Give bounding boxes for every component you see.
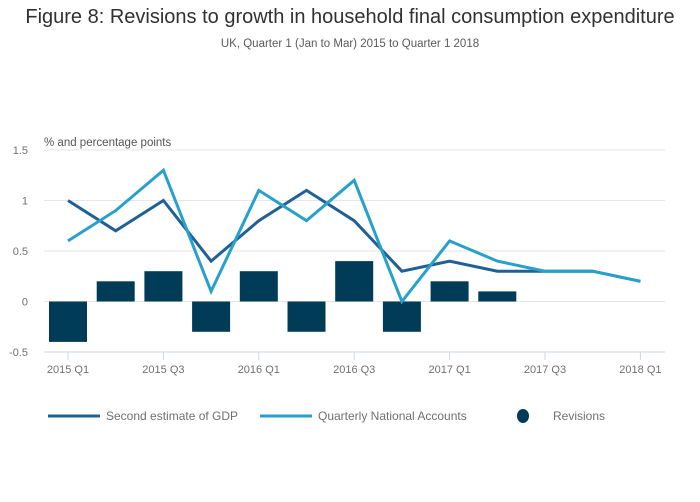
x-tick-label: 2017 Q1 xyxy=(428,364,470,376)
revision-bar xyxy=(192,301,231,332)
revision-bar xyxy=(239,271,278,302)
y-tick-label: 0.5 xyxy=(13,246,28,258)
revision-bar xyxy=(382,301,421,332)
revision-bar xyxy=(335,261,374,302)
revision-bar xyxy=(287,301,326,332)
series-line-quarterly-national-accounts xyxy=(67,167,641,305)
x-tick-label: 2017 Q3 xyxy=(524,364,566,376)
legend-dot-swatch xyxy=(517,409,529,423)
x-tick-label: 2015 Q3 xyxy=(142,364,184,376)
axes: 1.5 1 0.5 0 -0.5 2015 Q1 2015 Q3 2016 Q1 2016 Q3… xyxy=(9,145,665,376)
revision-bar xyxy=(430,281,469,302)
legend-item: Second estimate of GDP xyxy=(48,409,238,423)
y-tick-label: 1 xyxy=(22,196,28,208)
x-tick-label: 2016 Q1 xyxy=(238,364,280,376)
chart-title: Figure 8: Revisions to growth in househo… xyxy=(25,6,675,28)
y-tick-label: 1.5 xyxy=(13,145,28,157)
x-tick-label: 2016 Q3 xyxy=(333,364,375,376)
revision-bars xyxy=(49,261,517,342)
revision-bar xyxy=(144,271,183,302)
x-tick-label: 2018 Q1 xyxy=(619,364,661,376)
x-tick-label: 2015 Q1 xyxy=(47,364,89,376)
legend-item: Revisions xyxy=(517,409,605,423)
legend: Second estimate of GDP Quarterly National… xyxy=(48,409,605,423)
legend-label: Revisions xyxy=(553,409,605,423)
revision-bar xyxy=(49,301,87,342)
y-axis-label: % and percentage points xyxy=(44,137,171,149)
series-lines xyxy=(67,167,641,305)
revision-bar xyxy=(478,291,517,302)
legend-item: Quarterly National Accounts xyxy=(260,409,467,423)
revision-bar xyxy=(96,281,135,302)
legend-label: Second estimate of GDP xyxy=(106,409,238,423)
y-tick-label: -0.5 xyxy=(9,347,28,359)
y-tick-label: 0 xyxy=(22,297,28,309)
legend-label: Quarterly National Accounts xyxy=(318,409,467,423)
chart-subtitle: UK, Quarter 1 (Jan to Mar) 2015 to Quart… xyxy=(220,38,480,50)
